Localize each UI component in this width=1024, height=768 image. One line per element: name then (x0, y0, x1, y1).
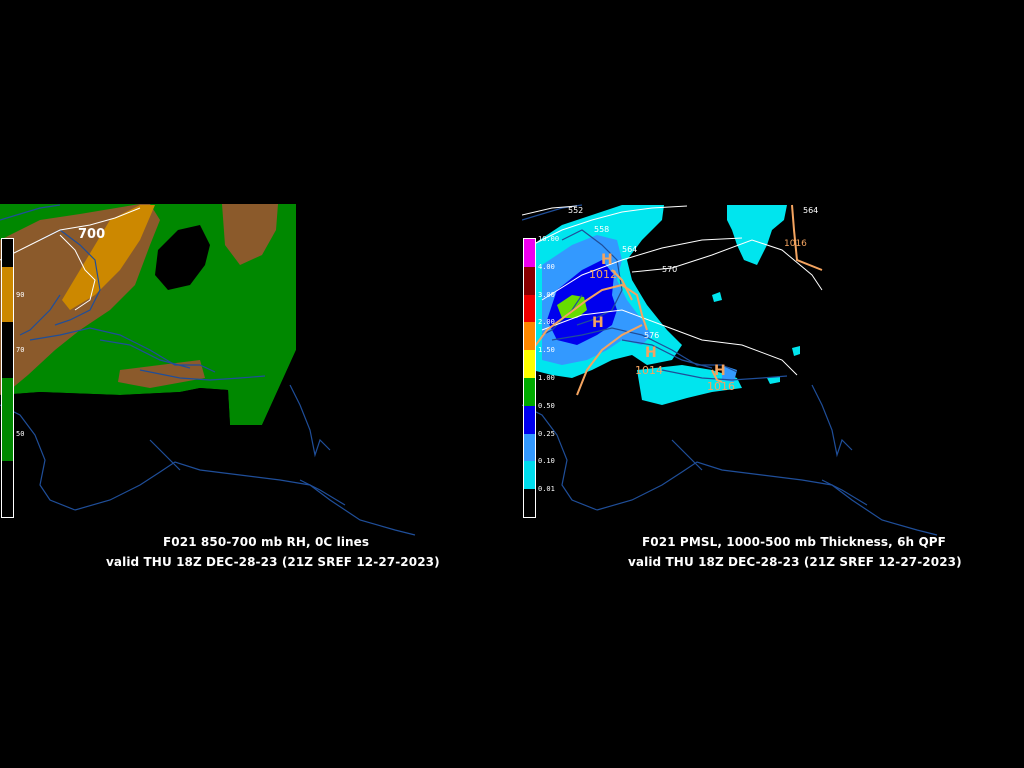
thickness-label: 570 (662, 265, 677, 274)
isobar-label: 1016 (784, 239, 807, 249)
coastlines (0, 204, 416, 536)
high-pressure-center-4: H (592, 315, 604, 331)
high-pressure-center-1: H (601, 252, 613, 268)
qpf-green-area (557, 295, 587, 318)
isobar-label: 1016 (707, 380, 735, 393)
qpf-map: H H H H 1012 1014 1016 1016 552 558 564 … (522, 204, 938, 536)
qpf-legend-cell: 10.00 (524, 235, 559, 267)
qpf-legend-cell: 1.00 (524, 374, 555, 406)
rh-legend: 90 70 50 (1, 238, 24, 518)
rh-title-line1: F021 850-700 mb RH, 0C lines (163, 535, 370, 549)
rh-moist-band-east (222, 204, 278, 265)
rh-legend-cell (2, 405, 13, 434)
thickness-label: 552 (568, 206, 583, 215)
isobar-label: 1012 (589, 268, 617, 281)
qpf-map-panel: H H H H 1012 1014 1016 1016 552 558 564 … (522, 200, 942, 550)
isotherm-contour-label: 700 (78, 227, 105, 242)
rh-legend-cell (2, 266, 13, 295)
qpf-legend-cell: 2.00 (524, 318, 555, 351)
rh-legend-cell (2, 239, 13, 267)
thickness-label: 558 (594, 225, 609, 234)
high-pressure-center-3: H (714, 363, 726, 379)
thickness-label: 564 (803, 206, 818, 215)
rh-legend-cell (2, 322, 13, 351)
rh-legend-cell (2, 377, 13, 406)
qpf-legend-cell: 0.10 (524, 457, 555, 490)
rh-legend-cell (2, 461, 13, 490)
isobar-label: 1014 (635, 364, 663, 377)
rh-legend-cell: 70 (2, 346, 24, 378)
rh-legend-cell: 90 (2, 291, 24, 323)
rh-map: 700 (0, 204, 416, 550)
rh-legend-cell (2, 489, 13, 517)
rh-legend-cell: 50 (2, 430, 24, 462)
isobar-contours (531, 204, 823, 396)
thickness-contours (522, 205, 823, 376)
qpf-legend-cell: 4.00 (524, 263, 555, 295)
thickness-label: 576 (644, 331, 659, 340)
coastlines (522, 204, 938, 536)
rh-map-panel: 700 (0, 200, 420, 550)
rh-saturated-band (62, 205, 155, 310)
qpf-legend-cell: 0.25 (524, 430, 555, 462)
qpf-legend-cell: 0.01 (524, 485, 555, 517)
no-data-mask (0, 350, 296, 550)
qpf-legend-cell: 0.50 (524, 402, 555, 434)
rh-title-line2: valid THU 18Z DEC-28-23 (21Z SREF 12-27-… (106, 555, 440, 569)
qpf-title-line2: valid THU 18Z DEC-28-23 (21Z SREF 12-27-… (628, 555, 962, 569)
thickness-label: 564 (622, 245, 637, 254)
qpf-legend: 10.00 4.00 3.00 2.00 1.50 1.00 0.50 0.25… (523, 235, 559, 518)
qpf-legend-cell: 3.00 (524, 291, 555, 323)
isotherm-lines (0, 207, 141, 311)
high-pressure-center-2: H (645, 345, 657, 361)
qpf-legend-cell: 1.50 (524, 346, 555, 378)
gulf-void (155, 225, 210, 290)
qpf-title-line1: F021 PMSL, 1000-500 mb Thickness, 6h QPF (642, 535, 946, 549)
